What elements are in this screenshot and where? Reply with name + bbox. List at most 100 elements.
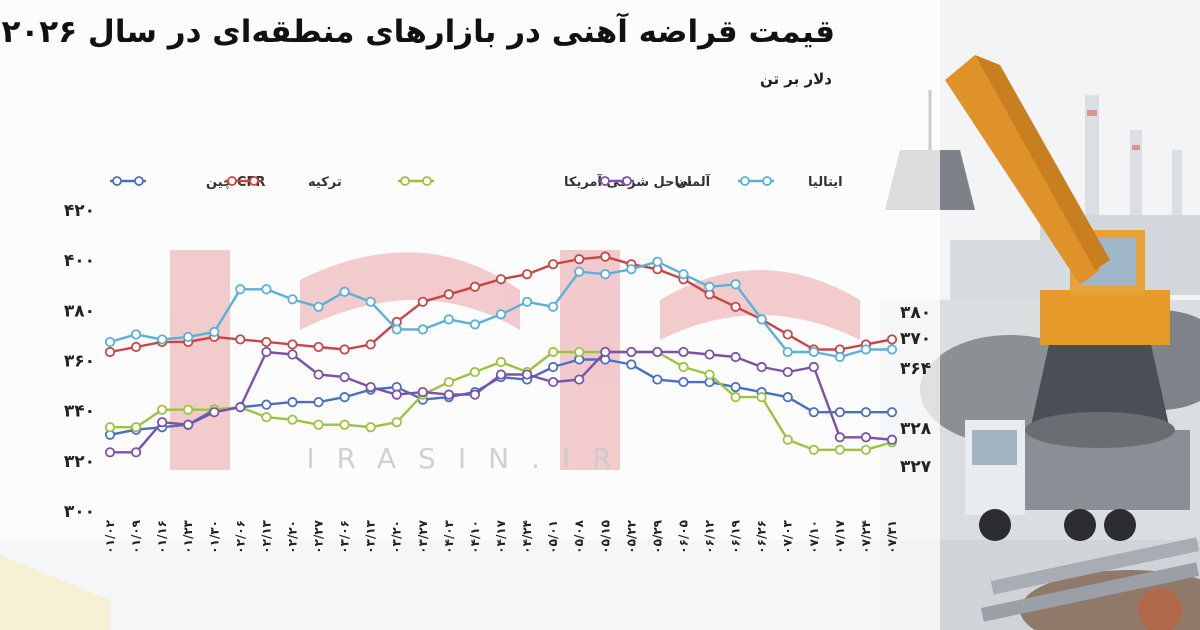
data-point-germany [339,371,350,383]
data-point-italy [130,329,142,340]
data-point-italy [886,344,898,355]
data-point-turkey [730,301,741,312]
data-point-usa_east [313,419,324,430]
data-point-italy [209,326,220,338]
data-point-italy [678,269,689,280]
data-point-usa_east [860,444,872,455]
data-point-china [626,359,637,370]
x-axis: ۰۱/۰۲ ۰۱/۰۹ ۰۱/۱۶ ۰۱/۲۳ ۰۱/۳۰ ۰۲/۰۶ ۰۲/۱۳ ۰۲/۲۰… [103,519,899,553]
series-germany [104,346,898,458]
y-tick-label: ۳۸۰ [64,301,95,321]
data-point-usa_east [261,412,272,423]
data-point-italy [235,284,246,295]
legend-swatch-point [600,176,610,186]
legend-swatch-point [227,176,237,186]
legend-swatch-point [422,176,432,186]
series-usa_east [104,346,898,455]
data-point-china [678,376,689,388]
data-point-italy [860,344,872,355]
data-point-germany [157,417,168,428]
y-tick-label: ۳۴۰ [64,402,95,422]
x-tick-label: ۰۳/۰۶ [338,520,352,554]
data-point-turkey [443,289,454,300]
data-point-germany [209,407,220,418]
legend-label: ترکیه [308,175,342,190]
series-line-turkey [109,255,893,354]
data-point-germany [834,432,845,443]
data-point-germany [756,361,767,373]
data-point-usa_east [104,422,116,433]
data-point-italy [730,279,741,290]
chart-title: قیمت قراضه آهنی در بازارهای منطقه‌ای در … [1,14,835,50]
x-tick-label: ۰۳/۲۷ [416,519,430,553]
data-point-germany [287,349,298,360]
data-point-usa_east [730,392,741,403]
data-point-usa_east [704,369,715,380]
data-point-germany [130,447,142,458]
watermark-text: IRASIN.IR [306,442,633,475]
data-point-turkey [287,339,298,350]
x-tick-label: ۰۱/۲۳ [181,519,195,553]
data-point-usa_east [574,346,585,358]
data-point-italy [834,351,845,363]
legend-label: آلمان [676,173,711,190]
series-italy [104,256,898,363]
data-point-china [548,361,559,373]
data-point-usa_east [782,434,793,445]
legend-swatch-point [400,176,410,186]
data-point-germany [391,389,402,400]
data-point-italy [417,324,428,335]
data-point-china [808,407,819,418]
data-point-usa_east [678,361,689,373]
data-point-germany [808,361,819,373]
x-tick-label: ۰۵/۲۲ [624,519,638,553]
data-point-usa_east [130,422,142,433]
data-point-china [652,374,663,385]
data-point-turkey [313,341,324,353]
legend-swatch-point [622,176,632,186]
steel-pipes [980,537,1200,630]
data-point-turkey [417,296,428,307]
data-point-usa_east [808,444,819,455]
data-point-italy [808,346,819,358]
x-tick-label: ۰۷/۰۳ [781,519,795,553]
data-point-italy [313,301,324,312]
data-point-italy [600,269,611,280]
data-point-germany [548,376,559,388]
data-point-germany [261,346,272,358]
data-point-italy [443,314,454,325]
data-point-turkey [495,274,507,285]
data-point-turkey [235,334,246,345]
data-point-usa_east [391,417,402,428]
data-point-italy [495,309,507,320]
data-point-italy [521,296,533,307]
end-label-turkey: ۳۷۰ [900,329,931,349]
data-point-china [730,381,741,393]
data-point-germany [313,369,324,380]
data-point-china [261,399,272,410]
legend-swatch-point [134,176,144,186]
end-label-germany: ۳۲۸ [900,419,932,439]
legend-item-china: CFR چین [110,175,265,190]
legend-swatch-point [249,176,259,186]
x-tick-label: ۰۴/۱۰ [468,520,482,554]
x-tick-label: ۰۳/۱۳ [364,519,378,553]
x-tick-label: ۰۱/۰۲ [103,519,117,553]
data-point-italy [704,281,715,292]
legend-item-turkey: ترکیه [225,175,342,190]
y-tick-label: ۴۲۰ [64,201,95,221]
data-point-germany [860,432,872,443]
data-point-germany [235,402,246,413]
data-point-italy [261,284,272,295]
legend-swatch-point [762,176,772,186]
data-point-italy [391,324,402,335]
data-point-china [834,407,845,418]
data-point-germany [886,434,898,445]
data-point-italy [365,296,376,307]
data-point-usa_east [287,414,298,425]
data-point-germany [365,381,376,393]
data-point-italy [652,256,663,267]
crane-illustration [885,55,1170,430]
legend-swatch-point [112,176,122,186]
